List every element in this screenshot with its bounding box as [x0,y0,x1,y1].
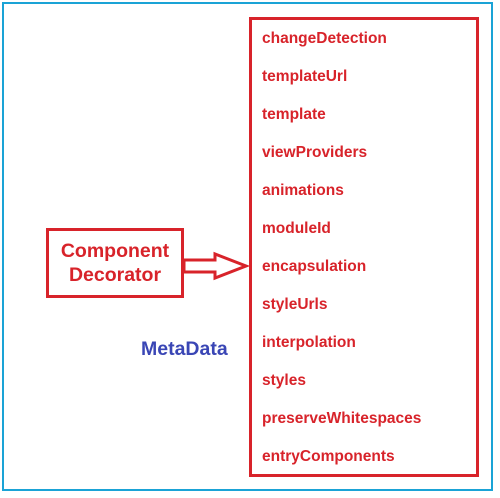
metadata-item: viewProviders [262,144,368,161]
metadata-item: moduleId [262,220,331,237]
component-decorator-line2: Decorator [68,264,162,286]
metadata-item: changeDetection [262,30,387,47]
metadata-item: preserveWhitespaces [262,410,422,427]
outer-frame [2,2,493,491]
metadata-item: encapsulation [262,258,367,275]
metadata-item: entryComponents [262,448,395,465]
metadata-item: template [262,106,326,123]
component-decorator-line1: Component [60,240,170,262]
metadata-label: MetaData [141,338,228,360]
arrow-icon [182,251,251,281]
component-decorator-box: Component Decorator [46,228,184,298]
metadata-item: styleUrls [262,296,328,313]
metadata-item: templateUrl [262,68,348,85]
metadata-item: styles [262,372,306,389]
metadata-item: interpolation [262,334,356,351]
metadata-box [249,17,479,477]
metadata-item: animations [262,182,344,199]
